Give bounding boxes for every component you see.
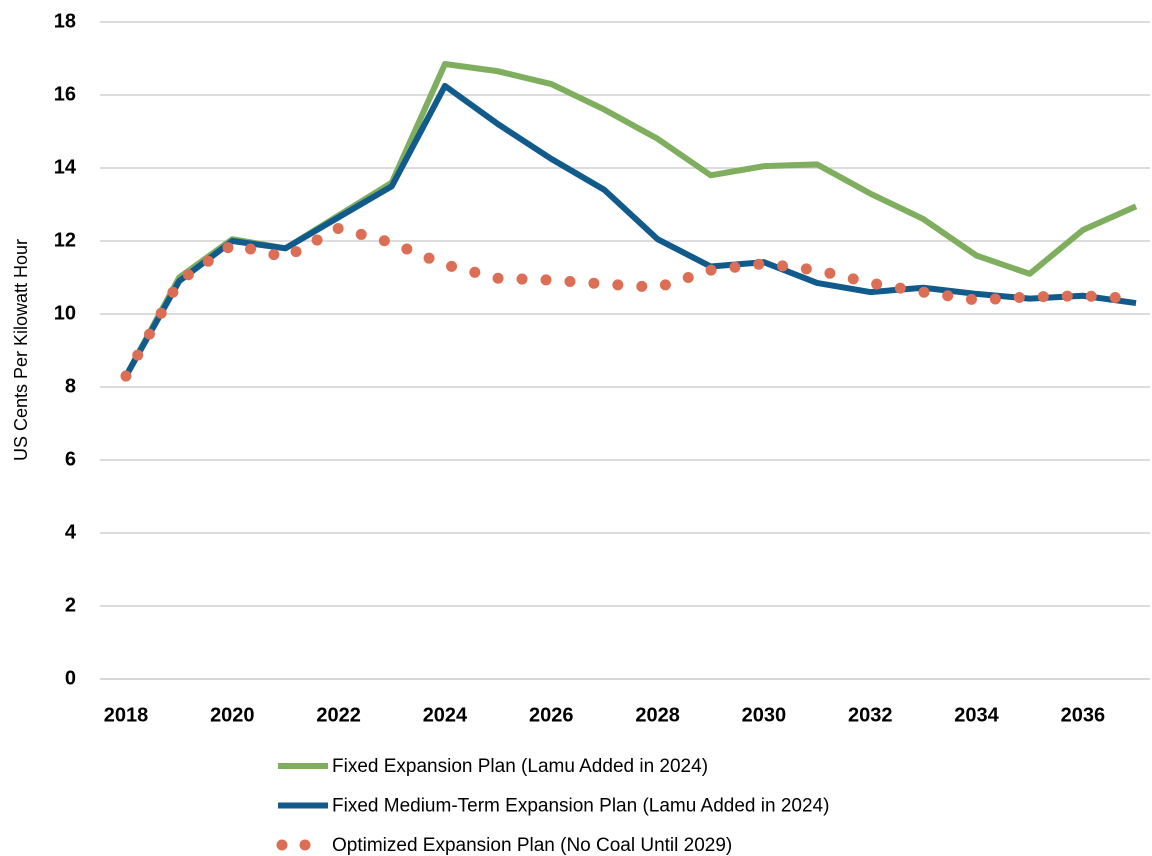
y-tick-label: 10 (54, 302, 76, 324)
x-tick-label: 2018 (104, 704, 149, 726)
series-line (123, 82, 1137, 378)
y-axis-label: US Cents Per Kilowatt Hour (11, 239, 31, 461)
x-tick-label: 2024 (423, 704, 468, 726)
x-tick-label: 2026 (529, 704, 574, 726)
y-tick-label: 12 (54, 229, 76, 251)
legend-label: Fixed Medium-Term Expansion Plan (Lamu A… (332, 796, 829, 817)
x-tick-label: 2030 (742, 704, 787, 726)
y-tick-label: 0 (65, 667, 76, 689)
x-tick-label: 2032 (848, 704, 893, 726)
y-tick-label: 6 (65, 448, 76, 470)
y-tick-label: 14 (54, 156, 77, 178)
x-tick-label: 2028 (635, 704, 680, 726)
y-tick-label: 2 (65, 594, 76, 616)
series-line (120, 222, 1142, 382)
x-tick-label: 2022 (316, 704, 361, 726)
x-tick-label: 2020 (210, 704, 255, 726)
y-tick-label: 18 (54, 10, 76, 32)
y-tick-label: 16 (54, 83, 76, 105)
y-tick-label: 8 (65, 375, 76, 397)
legend-label: Fixed Expansion Plan (Lamu Added in 2024… (332, 756, 708, 777)
x-tick-label: 2036 (1061, 704, 1106, 726)
y-tick-label: 4 (65, 521, 77, 543)
series-line (123, 60, 1138, 378)
x-tick-label: 2034 (954, 704, 999, 726)
legend-label: Optimized Expansion Plan (No Coal Until … (332, 835, 732, 856)
